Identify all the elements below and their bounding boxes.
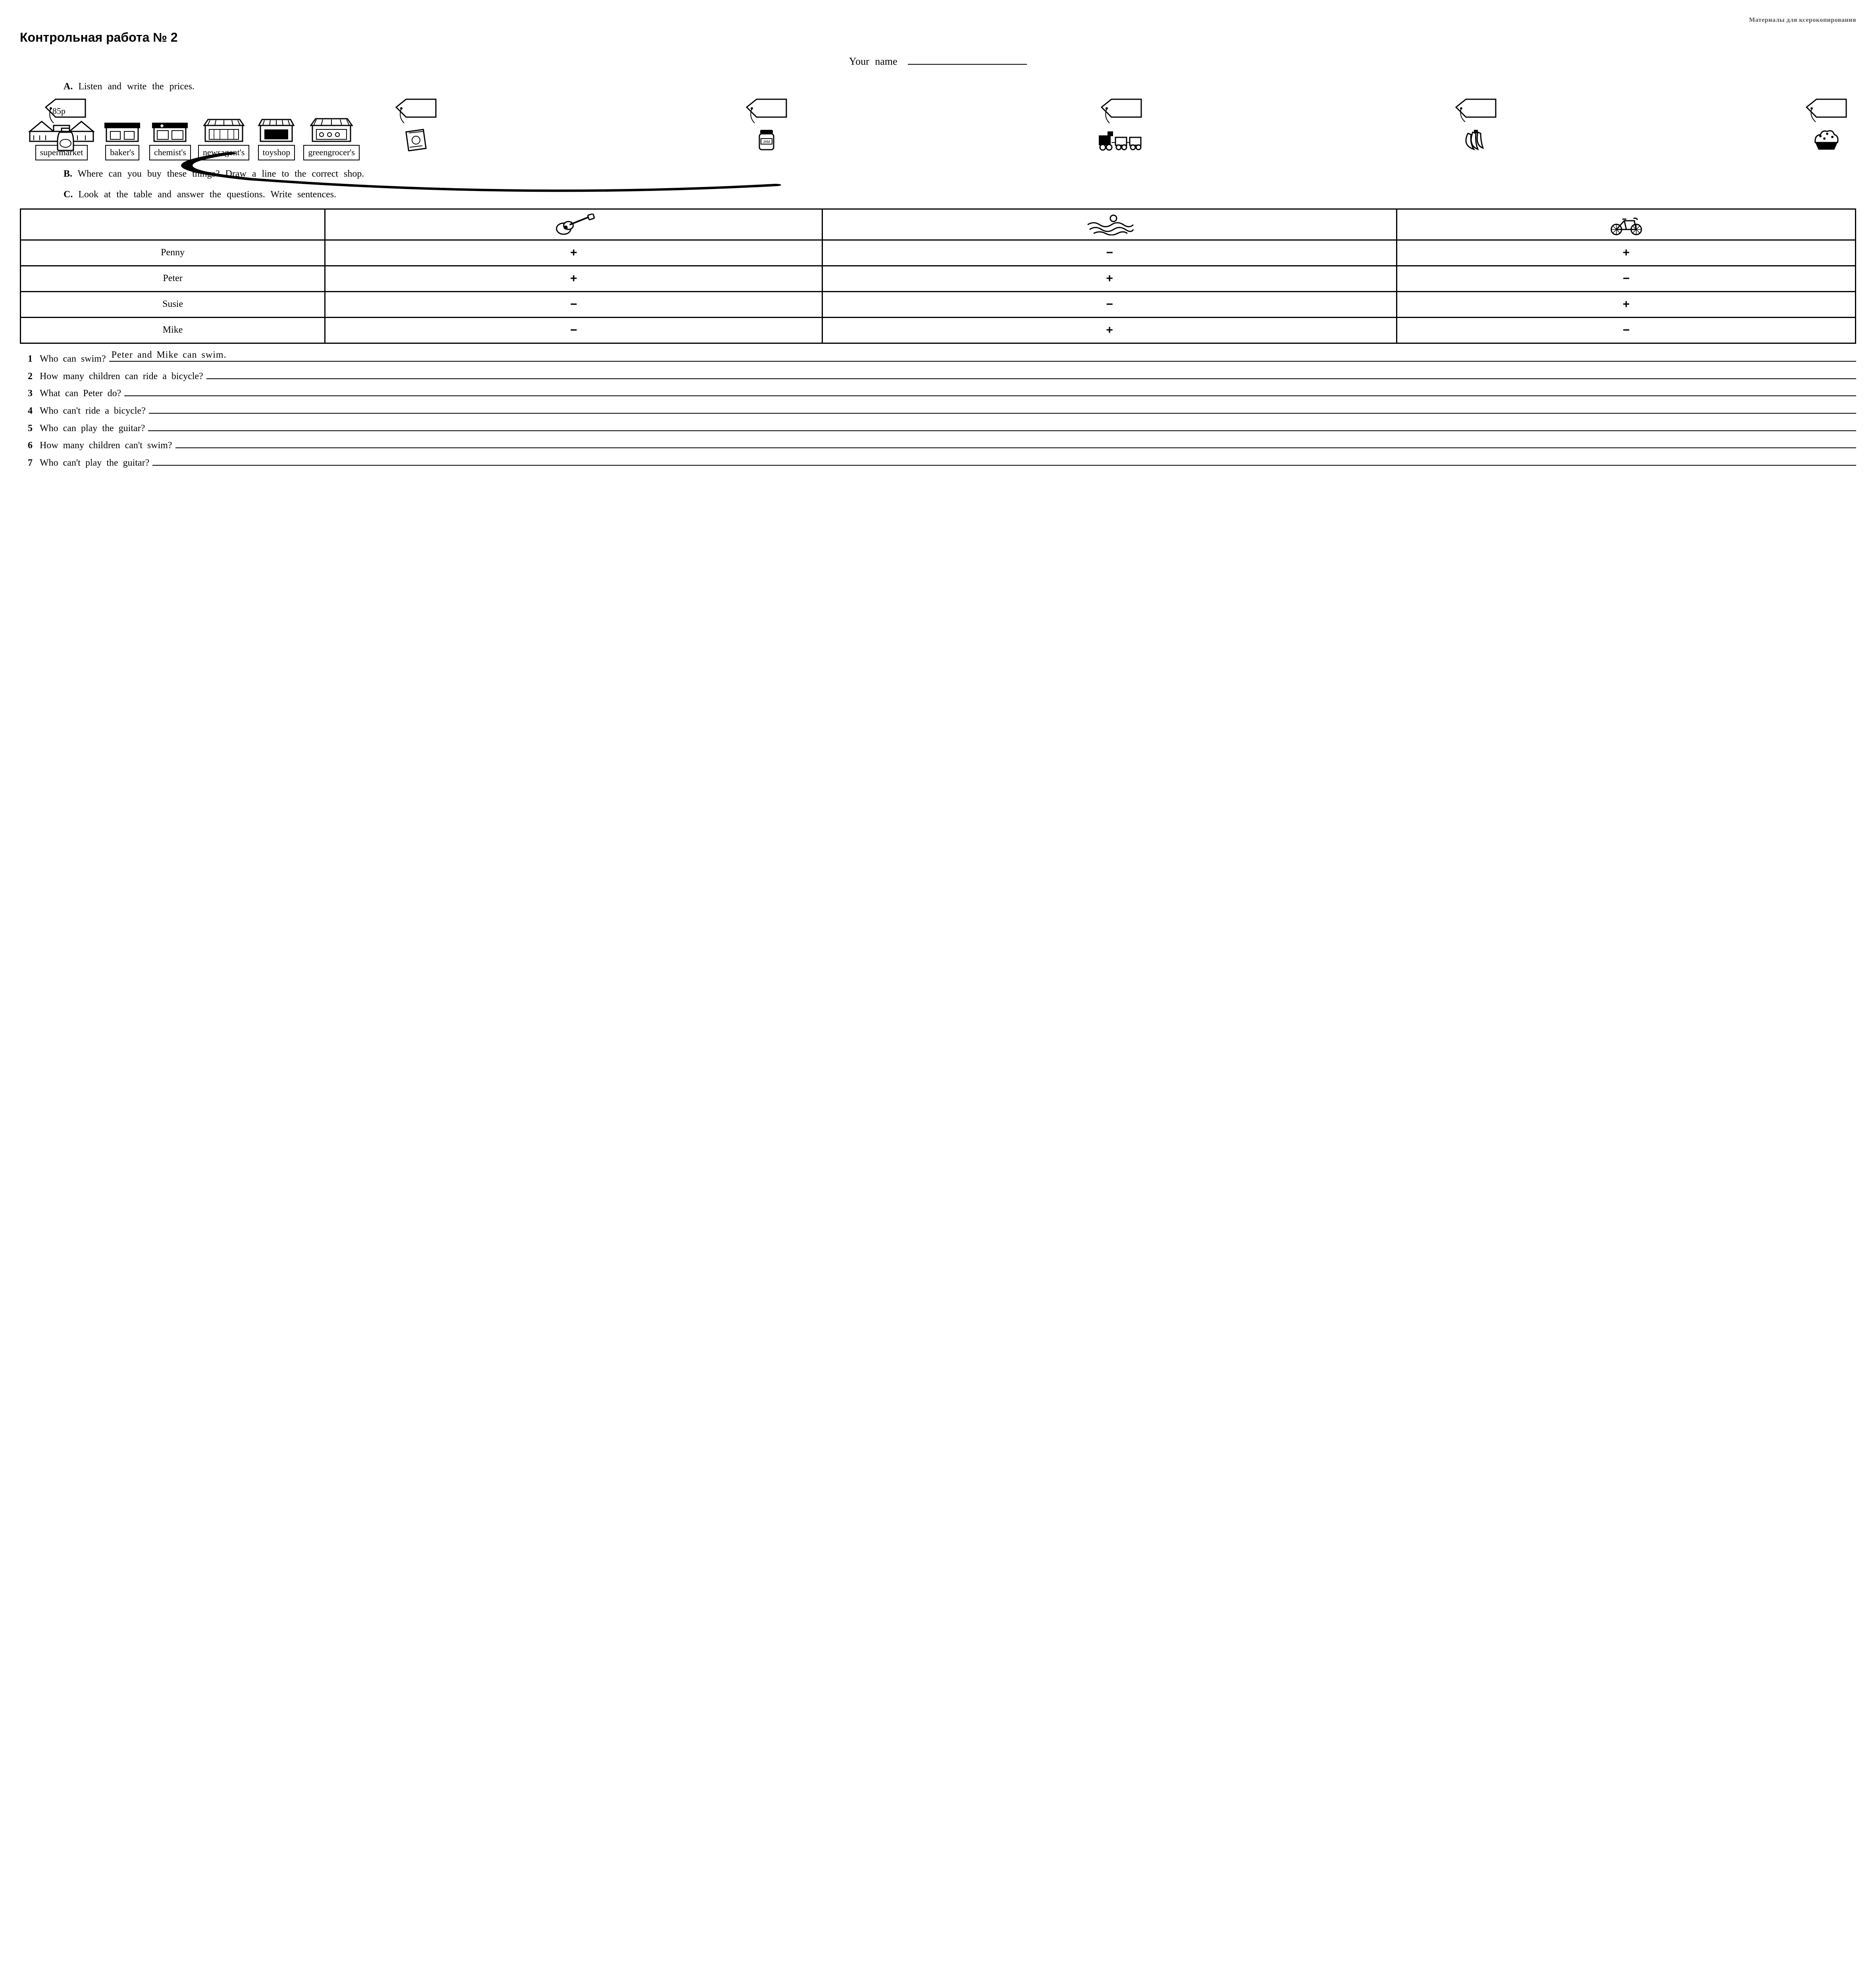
question-row: 5 Who can play the guitar? bbox=[28, 422, 1856, 436]
cupcake-icon bbox=[1811, 127, 1842, 151]
row-name: Peter bbox=[21, 266, 325, 292]
answer-handwriting: Peter and Mike can swim. bbox=[112, 349, 227, 362]
q-text: How many children can ride a bicycle? bbox=[40, 370, 203, 384]
q-text: How many children can't swim? bbox=[40, 439, 172, 453]
bananas-icon bbox=[1460, 127, 1492, 151]
q-text: Who can swim? bbox=[40, 353, 106, 366]
cell-mark: − bbox=[822, 292, 1397, 318]
answer-blank[interactable] bbox=[175, 447, 1856, 448]
question-row: 1 Who can swim? Peter and Mike can swim. bbox=[28, 353, 1856, 366]
tag-item-5 bbox=[1454, 97, 1498, 151]
table-row: Peter + + − bbox=[21, 266, 1856, 292]
svg-text:JAM: JAM bbox=[763, 140, 770, 144]
table-row: Susie − − + bbox=[21, 292, 1856, 318]
name-blank[interactable] bbox=[908, 64, 1027, 65]
col-bicycle bbox=[1397, 209, 1856, 240]
cell-mark: − bbox=[325, 292, 822, 318]
answer-blank[interactable] bbox=[206, 378, 1856, 379]
questions-list: 1 Who can swim? Peter and Mike can swim.… bbox=[28, 353, 1856, 470]
question-row: 3 What can Peter do? bbox=[28, 387, 1856, 401]
guitar-icon bbox=[552, 214, 595, 235]
bakers-icon bbox=[102, 116, 142, 143]
price-tag-icon bbox=[1100, 97, 1143, 125]
question-row: 4 Who can't ride a bicycle? bbox=[28, 405, 1856, 418]
section-a: A. Listen and write the prices. bbox=[64, 80, 1856, 94]
q-num: 2 bbox=[28, 370, 40, 384]
table-corner bbox=[21, 209, 325, 240]
cell-mark: + bbox=[822, 266, 1397, 292]
price-value: 85p bbox=[52, 105, 65, 118]
newsagents-icon bbox=[202, 112, 246, 143]
table-row: Penny + − + bbox=[21, 240, 1856, 266]
price-tag-icon bbox=[44, 97, 87, 125]
answer-blank[interactable]: Peter and Mike can swim. bbox=[109, 361, 1856, 362]
cell-mark: + bbox=[325, 266, 822, 292]
q-num: 4 bbox=[28, 405, 40, 418]
q-num: 7 bbox=[28, 457, 40, 470]
section-a-letter: A. bbox=[64, 81, 73, 92]
toyshop-icon bbox=[256, 112, 296, 143]
question-row: 2 How many children can ride a bicycle? bbox=[28, 370, 1856, 384]
tag-item-1: 85p bbox=[44, 97, 87, 151]
cell-mark: + bbox=[325, 240, 822, 266]
name-line: Your name bbox=[20, 54, 1856, 69]
q-text: Who can play the guitar? bbox=[40, 422, 145, 436]
col-swim bbox=[822, 209, 1397, 240]
header-note: Материалы для ксерокопирования bbox=[20, 16, 1856, 25]
row-name: Mike bbox=[21, 318, 325, 343]
row-name: Penny bbox=[21, 240, 325, 266]
question-row: 6 How many children can't swim? bbox=[28, 439, 1856, 453]
answer-blank[interactable] bbox=[124, 395, 1856, 396]
tag-item-6 bbox=[1805, 97, 1848, 151]
price-tag-icon bbox=[745, 97, 788, 125]
jam-jar-icon: JAM bbox=[751, 127, 782, 151]
bicycle-icon bbox=[1606, 214, 1646, 235]
price-tag-icon bbox=[394, 97, 438, 125]
swim-icon bbox=[1084, 214, 1135, 235]
q-text: Who can't ride a bicycle? bbox=[40, 405, 146, 418]
tag-item-4 bbox=[1096, 97, 1147, 151]
section-a-text: Listen and write the prices. bbox=[78, 81, 195, 92]
cereal-box-icon bbox=[400, 127, 432, 151]
q-text: Who can't play the guitar? bbox=[40, 457, 149, 470]
price-tag-icon bbox=[1805, 97, 1848, 125]
tag-item-2 bbox=[394, 97, 438, 151]
skills-table: Penny + − + Peter + + − Susie − − + Mike… bbox=[20, 208, 1856, 344]
cell-mark: − bbox=[1397, 318, 1856, 343]
q-text: What can Peter do? bbox=[40, 387, 121, 401]
cell-mark: + bbox=[1397, 240, 1856, 266]
q-num: 3 bbox=[28, 387, 40, 401]
bottle-icon bbox=[50, 127, 81, 151]
cell-mark: + bbox=[1397, 292, 1856, 318]
q-num: 6 bbox=[28, 439, 40, 453]
col-guitar bbox=[325, 209, 822, 240]
question-row: 7 Who can't play the guitar? bbox=[28, 457, 1856, 470]
chemists-icon bbox=[150, 116, 190, 143]
name-label: Your name bbox=[849, 56, 898, 67]
answer-blank[interactable] bbox=[149, 413, 1856, 414]
answer-blank[interactable] bbox=[152, 465, 1856, 466]
greengrocers-icon bbox=[308, 112, 355, 143]
row-name: Susie bbox=[21, 292, 325, 318]
q-num: 5 bbox=[28, 422, 40, 436]
cell-mark: + bbox=[822, 318, 1397, 343]
cell-mark: − bbox=[822, 240, 1397, 266]
toy-train-icon bbox=[1096, 127, 1147, 151]
page-title: Контрольная работа № 2 bbox=[20, 29, 1856, 46]
cell-mark: − bbox=[325, 318, 822, 343]
answer-blank[interactable] bbox=[148, 430, 1856, 431]
tag-item-3: JAM bbox=[745, 97, 788, 151]
price-tag-icon bbox=[1454, 97, 1498, 125]
table-row: Mike − + − bbox=[21, 318, 1856, 343]
q-num: 1 bbox=[28, 353, 40, 366]
cell-mark: − bbox=[1397, 266, 1856, 292]
table-header-row bbox=[21, 209, 1856, 240]
